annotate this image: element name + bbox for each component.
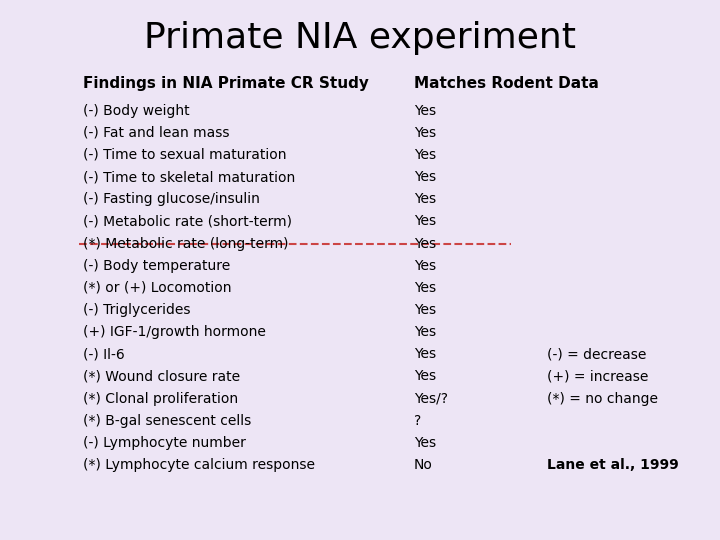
Text: Yes: Yes: [414, 148, 436, 162]
Text: (*) B-gal senescent cells: (*) B-gal senescent cells: [83, 414, 251, 428]
Text: Matches Rodent Data: Matches Rodent Data: [414, 76, 599, 91]
Text: Yes: Yes: [414, 436, 436, 450]
Text: ?: ?: [414, 414, 421, 428]
Text: (-) Il-6: (-) Il-6: [83, 347, 125, 361]
Text: (-) Lymphocyte number: (-) Lymphocyte number: [83, 436, 246, 450]
Text: Yes: Yes: [414, 303, 436, 317]
Text: (+) = increase: (+) = increase: [547, 369, 649, 383]
Text: Lane et al., 1999: Lane et al., 1999: [547, 458, 679, 472]
Text: (-) Body temperature: (-) Body temperature: [83, 259, 230, 273]
Text: No: No: [414, 458, 433, 472]
Text: (*) Lymphocyte calcium response: (*) Lymphocyte calcium response: [83, 458, 315, 472]
Text: Primate NIA experiment: Primate NIA experiment: [144, 21, 576, 55]
Text: (-) Fasting glucose/insulin: (-) Fasting glucose/insulin: [83, 192, 260, 206]
Text: (-) Body weight: (-) Body weight: [83, 104, 189, 118]
Text: Yes: Yes: [414, 259, 436, 273]
Text: (*) = no change: (*) = no change: [547, 392, 658, 406]
Text: (-) Metabolic rate (short-term): (-) Metabolic rate (short-term): [83, 214, 292, 228]
Text: Yes: Yes: [414, 281, 436, 295]
Text: Yes: Yes: [414, 192, 436, 206]
Text: Yes: Yes: [414, 237, 436, 251]
Text: (-) Time to skeletal maturation: (-) Time to skeletal maturation: [83, 170, 295, 184]
Text: (*) Wound closure rate: (*) Wound closure rate: [83, 369, 240, 383]
Text: (-) Fat and lean mass: (-) Fat and lean mass: [83, 126, 229, 140]
Text: (*) Metabolic rate (long-term): (*) Metabolic rate (long-term): [83, 237, 288, 251]
Text: Yes/?: Yes/?: [414, 392, 448, 406]
Text: Findings in NIA Primate CR Study: Findings in NIA Primate CR Study: [83, 76, 369, 91]
Text: (-) = decrease: (-) = decrease: [547, 347, 647, 361]
Text: Yes: Yes: [414, 214, 436, 228]
Text: Yes: Yes: [414, 369, 436, 383]
Text: (*) Clonal proliferation: (*) Clonal proliferation: [83, 392, 238, 406]
Text: Yes: Yes: [414, 126, 436, 140]
Text: (-) Triglycerides: (-) Triglycerides: [83, 303, 190, 317]
Text: Yes: Yes: [414, 325, 436, 339]
Text: (-) Time to sexual maturation: (-) Time to sexual maturation: [83, 148, 287, 162]
Text: Yes: Yes: [414, 104, 436, 118]
Text: Yes: Yes: [414, 170, 436, 184]
Text: (+) IGF-1/growth hormone: (+) IGF-1/growth hormone: [83, 325, 266, 339]
Text: (*) or (+) Locomotion: (*) or (+) Locomotion: [83, 281, 231, 295]
Text: Yes: Yes: [414, 347, 436, 361]
